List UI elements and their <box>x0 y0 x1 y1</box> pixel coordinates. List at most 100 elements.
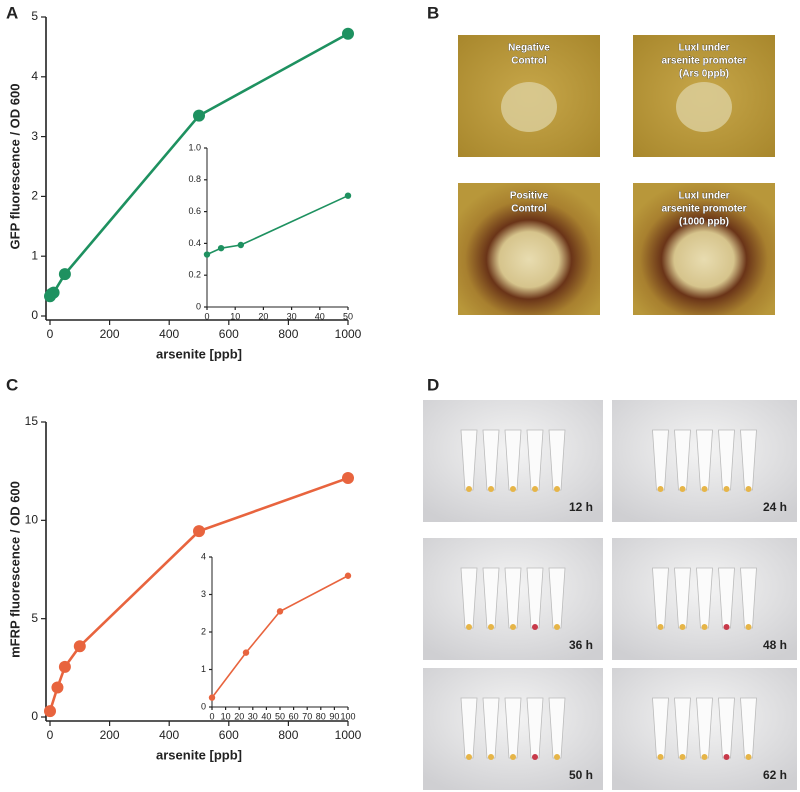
x-tick-label: 1000 <box>335 327 362 341</box>
tube <box>482 567 500 629</box>
x-tick-label: 70 <box>302 711 312 721</box>
x-tick-label: 400 <box>159 728 179 742</box>
data-point <box>344 572 352 579</box>
x-axis-label: arsenite [ppb] <box>156 747 242 762</box>
time-label: 50 h <box>569 768 593 782</box>
plate-label: arsenite promoter <box>661 204 746 215</box>
x-tick-label: 10 <box>230 311 240 321</box>
panel-label: A <box>6 3 18 22</box>
y-tick-label: 5 <box>31 9 38 23</box>
pellet <box>554 486 560 492</box>
data-line <box>48 32 349 297</box>
data-point <box>51 681 64 694</box>
y-tick-label: 15 <box>25 414 39 428</box>
plate-label: (Ars 0ppb) <box>679 69 729 80</box>
data-point <box>47 286 60 299</box>
tube <box>526 697 544 759</box>
tube <box>696 567 713 629</box>
tube <box>526 567 544 629</box>
colony <box>501 82 557 132</box>
data-point <box>73 640 86 653</box>
data-point <box>344 192 352 199</box>
plate-label: arsenite promoter <box>661 56 746 67</box>
y-tick-label: 1.0 <box>188 142 201 152</box>
tube <box>482 697 500 759</box>
y-tick-label: 2 <box>31 189 38 203</box>
y-tick-label: 5 <box>31 611 38 625</box>
pellet <box>723 624 730 630</box>
data-point <box>242 649 250 656</box>
plate-label: (1000 ppb) <box>679 217 729 228</box>
x-axis-label: arsenite [ppb] <box>156 346 242 361</box>
data-line <box>48 476 349 712</box>
data-point <box>217 244 225 252</box>
time-label: 24 h <box>763 500 787 514</box>
pellet <box>657 486 664 492</box>
time-label: 12 h <box>569 500 593 514</box>
tube <box>696 429 713 491</box>
pellet <box>679 624 686 630</box>
tube <box>504 429 522 491</box>
y-tick-label: 0.8 <box>188 174 201 184</box>
x-tick-label: 30 <box>248 711 258 721</box>
data-point <box>203 251 211 258</box>
y-tick-label: 4 <box>31 69 38 83</box>
colony <box>676 82 732 132</box>
tube <box>674 567 691 629</box>
data-point <box>342 472 354 485</box>
tube <box>674 697 691 759</box>
tube <box>740 567 757 629</box>
pellet <box>510 624 516 630</box>
pellet <box>554 754 560 760</box>
plate-label: Control <box>511 56 547 67</box>
y-tick-label: 0 <box>201 701 206 711</box>
pellet <box>745 624 752 630</box>
pellet <box>488 624 494 630</box>
tube <box>718 429 735 491</box>
pellet <box>701 624 708 630</box>
tube <box>718 697 735 759</box>
pellet <box>466 486 472 492</box>
x-tick-label: 0 <box>47 327 54 341</box>
pellet <box>488 754 494 760</box>
x-tick-label: 800 <box>278 728 298 742</box>
y-tick-label: 3 <box>31 129 38 143</box>
data-point <box>342 27 354 40</box>
x-tick-label: 20 <box>234 711 244 721</box>
time-label: 36 h <box>569 638 593 652</box>
x-tick-label: 600 <box>219 327 239 341</box>
pellet <box>745 754 752 760</box>
x-tick-label: 0 <box>209 711 214 721</box>
plate-label: Negative <box>508 43 550 54</box>
tube <box>460 697 478 759</box>
tube <box>740 429 757 491</box>
pellet <box>532 486 538 492</box>
y-tick-label: 0 <box>31 308 38 322</box>
tube <box>526 429 544 491</box>
x-tick-label: 40 <box>261 711 271 721</box>
plate-photo <box>458 183 600 315</box>
y-tick-label: 0.6 <box>188 206 201 216</box>
data-point <box>58 268 71 281</box>
pellet <box>723 486 730 492</box>
pellet <box>657 624 664 630</box>
x-tick-label: 50 <box>343 311 353 321</box>
pellet <box>701 486 708 492</box>
data-point <box>44 705 56 718</box>
pellet <box>679 754 686 760</box>
pellet <box>532 754 538 760</box>
pellet <box>657 754 664 760</box>
pellet <box>466 754 472 760</box>
pellet <box>510 754 516 760</box>
data-line <box>206 194 349 256</box>
tube <box>548 429 566 491</box>
x-tick-label: 90 <box>329 711 339 721</box>
data-point <box>276 608 284 615</box>
plate-label: Control <box>511 204 547 215</box>
tube <box>718 567 735 629</box>
y-tick-label: 0 <box>31 709 38 723</box>
y-axis-label: mFRP fluorescence / OD 600 <box>7 481 22 658</box>
time-label: 48 h <box>763 638 787 652</box>
panel-label: B <box>427 3 439 22</box>
